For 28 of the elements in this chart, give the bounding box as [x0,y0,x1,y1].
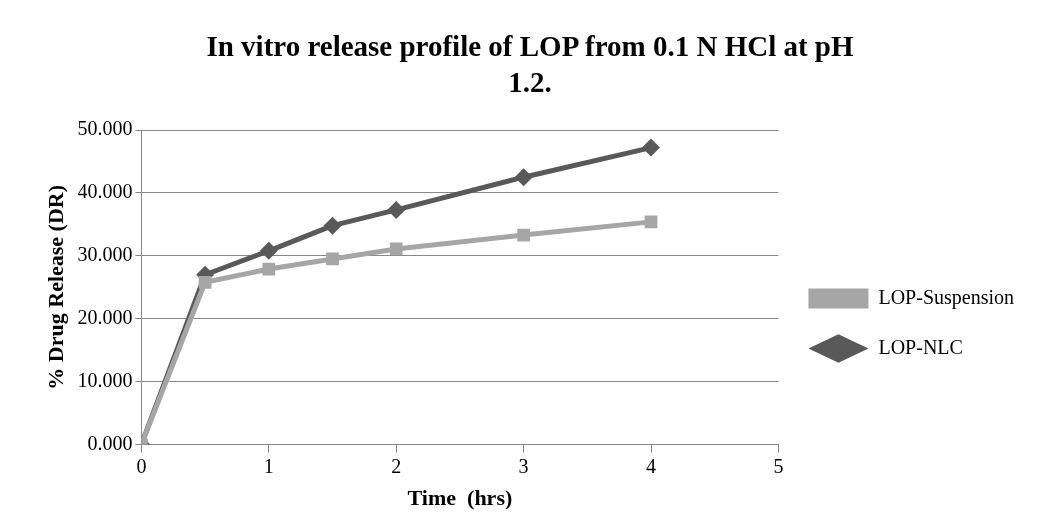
x-tick-label: 0 [136,454,147,477]
y-tick-label: 40.000 [77,180,133,203]
y-axis-title: % Drug Release (DR) [42,184,68,390]
point [387,200,406,219]
legend-label: LOP-NLC [878,335,963,358]
point [644,215,658,229]
point [198,275,212,289]
x-tick-label: 1 [263,454,274,477]
legend-label: LOP-Suspension [878,285,1015,309]
point [323,216,342,235]
point [326,252,339,266]
y-tick-label: 0.000 [87,431,133,454]
point [262,262,276,276]
x-tick-label: 5 [773,454,784,477]
point [389,242,403,256]
y-tick-label: 20.000 [77,306,133,329]
y-tick-label: 10.000 [77,368,133,391]
point [642,138,661,157]
x-tick-label: 2 [391,454,402,477]
x-tick-label: 3 [518,454,529,477]
x-axis-title: Time (hrs) [407,485,513,511]
y-tick-label: 30.000 [77,243,133,266]
point [259,241,278,260]
y-tick-label: 50.000 [77,117,133,140]
point [517,228,530,242]
point [514,168,533,187]
x-tick-label: 4 [646,454,657,477]
chart-title: In vitro release profile of LOP from 0.1 N HCl at pH 1.2. [205,29,855,100]
